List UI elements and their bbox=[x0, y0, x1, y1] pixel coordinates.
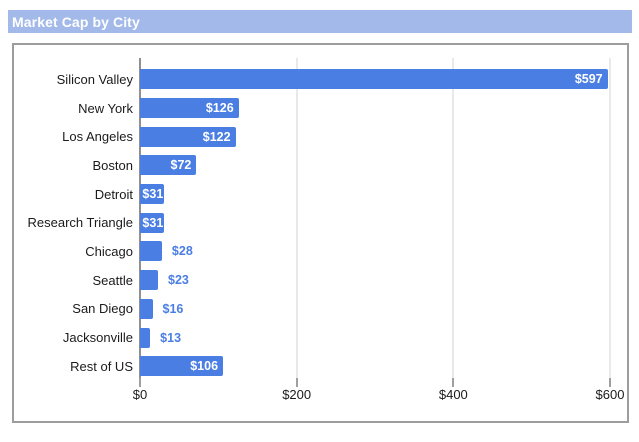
chart-title: Market Cap by City bbox=[12, 13, 140, 30]
value-label-new-york: $126 bbox=[205, 100, 234, 115]
bar-silicon-valley[interactable]: $597 bbox=[140, 69, 608, 90]
value-label-chicago: $28 bbox=[171, 244, 193, 259]
bar-row-detroit: Detroit $31 bbox=[14, 180, 627, 209]
bar-row-rest-of-us: Rest of US $106 bbox=[14, 352, 627, 381]
x-axis-tick-label: $400 bbox=[438, 387, 468, 402]
x-axis-tick bbox=[452, 378, 455, 387]
bar-row-boston: Boston $72 bbox=[14, 151, 627, 180]
chart-title-bar: Market Cap by City bbox=[8, 10, 632, 33]
bar-row-seattle: Seattle $23 bbox=[14, 266, 627, 295]
bar-seattle[interactable] bbox=[140, 270, 159, 291]
bar-track-detroit: $31 bbox=[140, 184, 627, 205]
bar-track-silicon-valley: $597 bbox=[140, 69, 627, 90]
category-label-rest-of-us: Rest of US bbox=[70, 358, 133, 374]
gridline bbox=[295, 58, 298, 378]
bar-track-chicago: $28 bbox=[140, 241, 627, 262]
category-label-research-triangle: Research Triangle bbox=[27, 215, 134, 231]
bar-los-angeles[interactable]: $122 bbox=[140, 126, 236, 147]
value-label-seattle: $23 bbox=[168, 272, 189, 287]
bar-detroit[interactable]: $31 bbox=[140, 184, 165, 205]
bar-boston[interactable]: $72 bbox=[140, 155, 197, 176]
bar-row-new-york: New York $126 bbox=[14, 94, 627, 123]
bar-track-san-diego: $16 bbox=[140, 298, 627, 319]
value-label-detroit: $31 bbox=[142, 186, 164, 201]
bar-san-diego[interactable] bbox=[140, 298, 153, 319]
bar-rows: Silicon Valley $597 New York $126 Los Angele… bbox=[14, 65, 627, 381]
bar-rest-of-us[interactable]: $106 bbox=[140, 356, 224, 377]
x-axis-tick bbox=[609, 378, 611, 387]
x-axis-tick-label: $0 bbox=[132, 387, 148, 402]
bar-row-san-diego: San Diego $16 bbox=[14, 295, 627, 324]
x-axis-tick-label: $200 bbox=[282, 387, 312, 402]
value-label-boston: $72 bbox=[170, 158, 192, 173]
x-axis-tick-label: $600 bbox=[595, 387, 625, 402]
bar-new-york[interactable]: $126 bbox=[140, 98, 239, 119]
bar-row-silicon-valley: Silicon Valley $597 bbox=[14, 65, 627, 94]
value-label-los-angeles: $122 bbox=[202, 129, 231, 144]
gridline bbox=[452, 58, 455, 378]
category-label-san-diego: San Diego bbox=[72, 301, 133, 317]
category-label-los-angeles: Los Angeles bbox=[62, 129, 133, 145]
category-label-jacksonville: Jacksonville bbox=[62, 330, 133, 346]
category-label-new-york: New York bbox=[78, 100, 133, 116]
value-label-jacksonville: $13 bbox=[160, 330, 182, 345]
bar-chicago[interactable] bbox=[140, 241, 162, 262]
category-label-detroit: Detroit bbox=[94, 186, 133, 202]
value-label-san-diego: $16 bbox=[162, 301, 184, 316]
category-label-silicon-valley: Silicon Valley bbox=[56, 71, 133, 87]
bar-research-triangle[interactable]: $31 bbox=[140, 212, 165, 233]
value-label-rest-of-us: $106 bbox=[190, 358, 219, 373]
gridline bbox=[609, 58, 611, 378]
value-label-silicon-valley: $597 bbox=[574, 72, 603, 87]
category-label-seattle: Seattle bbox=[92, 272, 133, 288]
bar-jacksonville[interactable] bbox=[140, 327, 151, 348]
bar-track-seattle: $23 bbox=[140, 270, 627, 291]
category-label-boston: Boston bbox=[92, 157, 133, 173]
bar-row-los-angeles: Los Angeles $122 bbox=[14, 122, 627, 151]
bar-track-research-triangle: $31 bbox=[140, 212, 627, 233]
bar-row-chicago: Chicago $28 bbox=[14, 237, 627, 266]
value-label-research-triangle: $31 bbox=[142, 215, 164, 230]
category-label-chicago: Chicago bbox=[85, 243, 133, 259]
bar-row-research-triangle: Research Triangle $31 bbox=[14, 208, 627, 237]
x-axis-tick bbox=[139, 378, 141, 387]
bar-track-new-york: $126 bbox=[140, 98, 627, 119]
x-axis-tick bbox=[295, 378, 298, 387]
chart-plot-container: $0 $200 $400 $600 Silicon Valley $597 New Yor… bbox=[12, 43, 629, 423]
bar-track-rest-of-us: $106 bbox=[140, 356, 627, 377]
bar-track-boston: $72 bbox=[140, 155, 627, 176]
bar-row-jacksonville: Jacksonville $13 bbox=[14, 323, 627, 352]
bar-track-los-angeles: $122 bbox=[140, 126, 627, 147]
bar-track-jacksonville: $13 bbox=[140, 327, 627, 348]
